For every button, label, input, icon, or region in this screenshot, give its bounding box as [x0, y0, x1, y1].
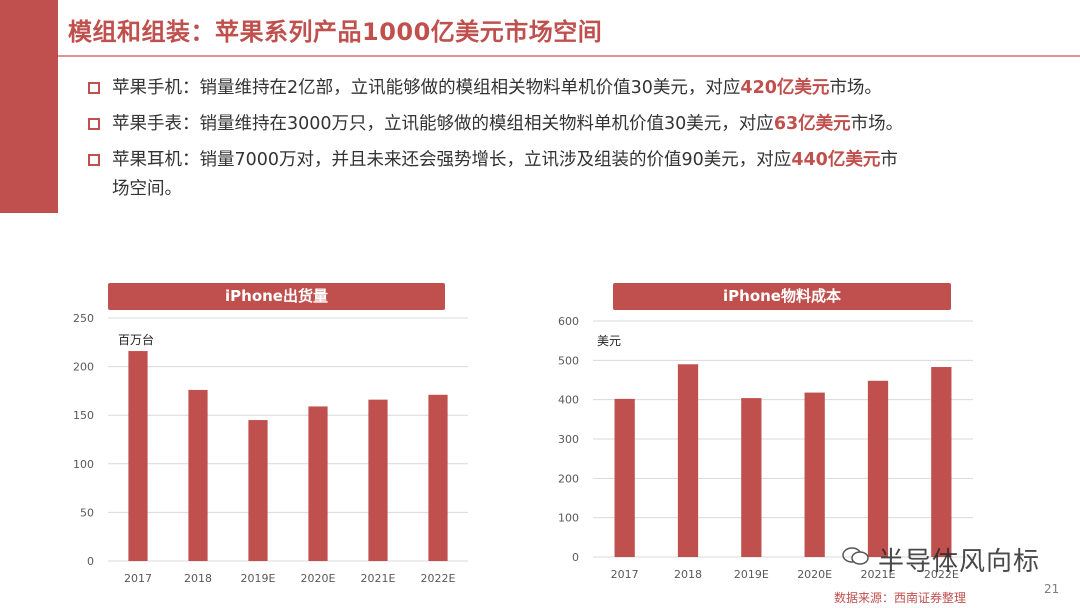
- slide-title: 模组和组装：苹果系列产品1000亿美元市场空间: [68, 18, 603, 46]
- data-source: 数据来源：西南证券整理: [834, 591, 967, 605]
- bullet-square-icon: [88, 154, 100, 166]
- x-tick-label: 2021E: [861, 568, 896, 581]
- bullet-text: 苹果耳机：销量7000万对，并且未来还会强势增长，立讯涉及组装的价值90美元，对…: [112, 150, 792, 170]
- bullet-square-icon: [88, 82, 100, 94]
- bar-2019E: [741, 398, 762, 557]
- bar-2022E: [931, 367, 952, 557]
- y-unit-label: 百万台: [118, 332, 154, 347]
- wechat-icon: [842, 547, 869, 565]
- bullet-text: 苹果手机：销量维持在2亿部，立讯能够做的模组相关物料单机价值30美元，对应: [112, 78, 741, 98]
- x-tick-label: 2017: [124, 572, 152, 585]
- bullet-square-icon: [88, 118, 100, 130]
- y-tick-label: 400: [558, 394, 579, 407]
- bullet-text: 苹果手表：销量维持在3000万只，立讯能够做的模组相关物料单机价值30美元，对应: [112, 114, 774, 134]
- watermark: 半导体风向标: [878, 547, 1041, 577]
- chart1-title: iPhone出货量: [108, 283, 445, 310]
- bullet-iphone: 苹果手机：销量维持在2亿部，立讯能够做的模组相关物料单机价值30美元，对应420…: [88, 70, 1048, 106]
- y-tick-label: 50: [80, 506, 94, 519]
- bar-2021E: [867, 380, 889, 557]
- bullet-highlight: 420亿美元: [740, 78, 830, 98]
- bar-2017: [614, 398, 635, 557]
- bullet-airpods: 苹果耳机：销量7000万对，并且未来还会强势增长，立讯涉及组装的价值90美元，对…: [88, 142, 1048, 204]
- y-tick-label: 200: [558, 472, 579, 485]
- y-tick-label: 150: [73, 409, 94, 422]
- y-tick-label: 100: [73, 458, 94, 471]
- x-tick-label: 2019E: [241, 572, 276, 585]
- y-tick-label: 300: [558, 433, 579, 446]
- x-tick-label: 2022E: [421, 572, 456, 585]
- bar-2017: [128, 351, 148, 561]
- bar-2019E: [248, 420, 268, 561]
- bullet-watch: 苹果手表：销量维持在3000万只，立讯能够做的模组相关物料单机价值30美元，对应…: [88, 106, 1048, 142]
- x-tick-label: 2022E: [924, 568, 959, 581]
- bar-2022E: [428, 394, 448, 561]
- y-tick-label: 200: [73, 361, 94, 374]
- x-tick-label: 2018: [184, 572, 212, 585]
- iphone-shipments-chart: 0 50 100 150 200 250 2017 2018 2019E 2020E 2021E 20…: [73, 312, 468, 585]
- y-tick-label: 600: [558, 315, 579, 328]
- bullet-list: 苹果手机：销量维持在2亿部，立讯能够做的模组相关物料单机价值30美元，对应420…: [88, 70, 1048, 204]
- y-tick-label: 0: [572, 551, 579, 564]
- bar-2018: [677, 364, 699, 557]
- bullet-highlight: 440亿美元: [791, 150, 881, 170]
- chart2-title: iPhone物料成本: [613, 283, 951, 310]
- bullet-text-end: 市: [880, 150, 898, 170]
- y-tick-label: 0: [87, 555, 94, 568]
- x-tick-label: 2020E: [301, 572, 336, 585]
- bullet-text-end: 市场。: [850, 114, 904, 134]
- left-accent-bar: [0, 0, 58, 213]
- y-tick-label: 250: [73, 312, 94, 325]
- y-unit-label: 美元: [597, 334, 621, 348]
- x-tick-label: 2019E: [734, 568, 769, 581]
- y-tick-label: 100: [558, 512, 579, 525]
- title-bar: 模组和组装：苹果系列产品1000亿美元市场空间: [58, 8, 1080, 54]
- bullet-text-continued: 场空间。: [112, 179, 182, 199]
- x-tick-label: 2017: [611, 568, 639, 581]
- x-tick-label: 2021E: [361, 572, 396, 585]
- x-tick-label: 2020E: [797, 568, 832, 581]
- y-tick-label: 500: [558, 354, 579, 367]
- bar-2021E: [368, 399, 388, 561]
- bar-2020E: [308, 406, 328, 561]
- bullet-highlight: 63亿美元: [773, 114, 851, 134]
- iphone-bom-cost-chart: 0 100 200 300 400 500 600 2017 2018 2019E 2020E 202…: [558, 315, 973, 581]
- page-number: 21: [1044, 582, 1060, 596]
- bullet-text-end: 市场。: [829, 78, 882, 98]
- title-underline: [58, 55, 1080, 57]
- bar-2018: [188, 389, 208, 561]
- x-tick-label: 2018: [674, 568, 702, 581]
- bar-2020E: [804, 392, 825, 557]
